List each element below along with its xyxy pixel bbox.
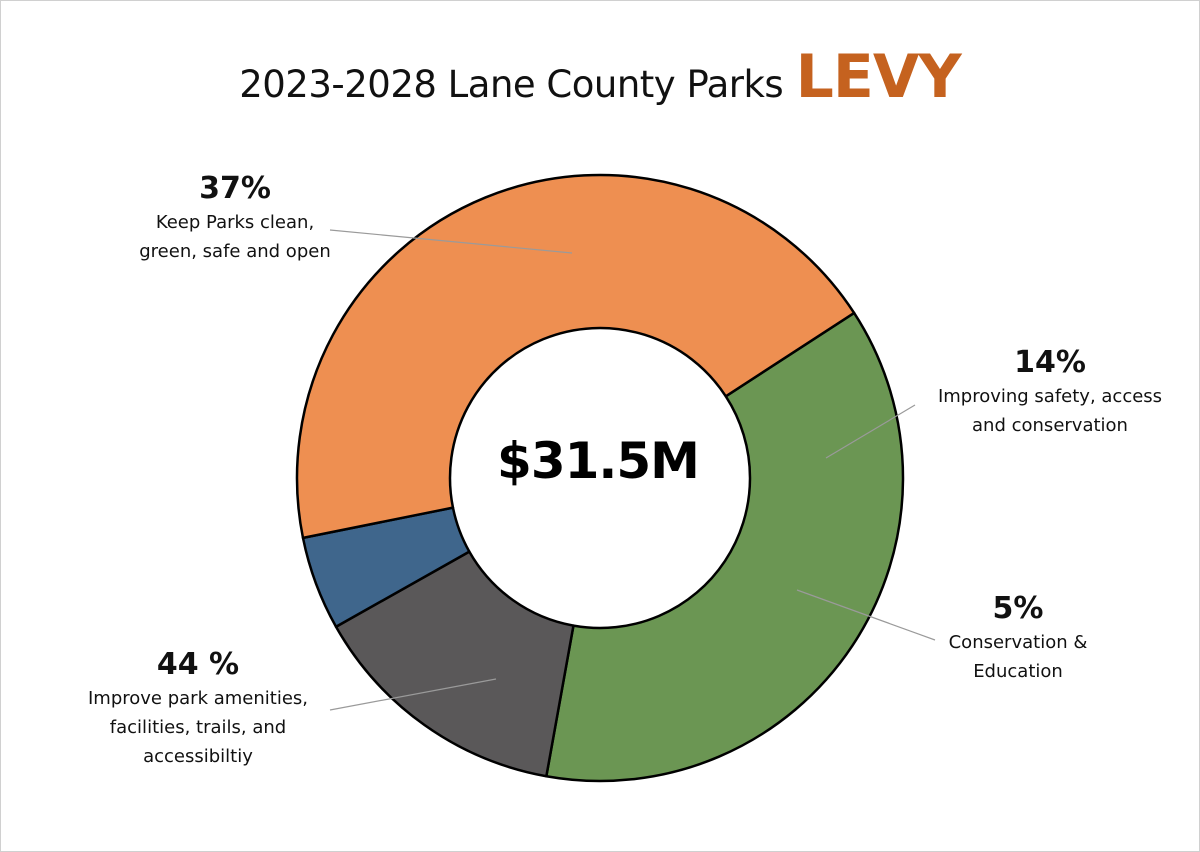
slice-label-improving-safety: 14% Improving safety, access and conserv…	[920, 344, 1180, 440]
chart-title-text: 2023-2028 Lane County Parks	[239, 63, 784, 106]
chart-title-highlight: LEVY	[795, 42, 962, 112]
slice-desc-line: facilities, trails, and	[109, 717, 287, 738]
slice-desc-line: accessibiltiy	[143, 746, 253, 767]
slice-desc-line: green, safe and open	[139, 241, 331, 262]
leader-line	[796, 589, 936, 641]
slice-desc-line: and conservation	[972, 415, 1128, 436]
slice-keep-parks	[545, 311, 905, 783]
slice-desc-line: Conservation &	[948, 632, 1088, 653]
slice-percent: 37%	[199, 171, 271, 206]
leader-line	[825, 404, 916, 459]
slice-percent: 44 %	[156, 647, 240, 682]
chart-title: 2023-2028 Lane County Parks LEVY	[0, 42, 1200, 112]
slice-park-amenities	[295, 173, 856, 540]
slice-desc-line: Education	[973, 661, 1063, 682]
slice-improving-safety	[334, 550, 575, 778]
slice-label-conservation-education: 5% Conservation & Education	[918, 590, 1118, 686]
slice-percent: 14%	[1014, 345, 1086, 380]
leader-line	[329, 678, 497, 711]
leader-line	[329, 229, 573, 254]
slice-percent: 5%	[992, 591, 1044, 626]
slice-desc-line: Improving safety, access	[937, 386, 1163, 407]
slice-desc-line: Improve park amenities,	[87, 688, 309, 709]
slice-desc-line: Keep Parks clean,	[155, 212, 315, 233]
slice-label-park-amenities: 44 % Improve park amenities, facilities,…	[48, 646, 348, 771]
slice-label-keep-parks: 37% Keep Parks clean, green, safe and op…	[90, 170, 380, 266]
center-total-label: $31.5M	[497, 432, 700, 490]
